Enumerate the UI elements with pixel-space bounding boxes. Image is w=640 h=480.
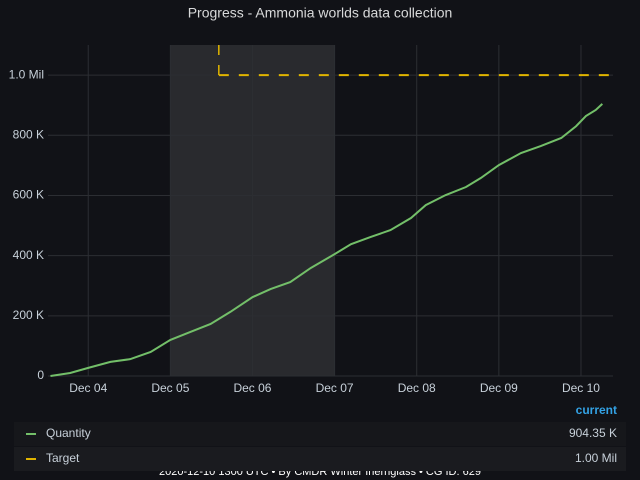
legend-label[interactable]: Target (46, 451, 80, 465)
y-tick-label: 1.0 Mil (9, 67, 44, 81)
y-tick-label: 200 K (13, 308, 44, 322)
y-tick-label: 400 K (13, 248, 44, 262)
x-tick-label: Dec 10 (562, 381, 600, 395)
legend-row (14, 422, 626, 446)
legend-label[interactable]: Quantity (46, 426, 91, 440)
x-tick-label: Dec 06 (233, 381, 271, 395)
x-tick-label: Dec 05 (151, 381, 189, 395)
legend-row (14, 447, 626, 471)
x-tick-label: Dec 08 (398, 381, 436, 395)
legend-header: current (576, 403, 617, 417)
legend-value: 904.35 K (569, 426, 617, 440)
x-tick-label: Dec 07 (316, 381, 354, 395)
x-tick-label: Dec 04 (69, 381, 107, 395)
chart-title: Progress - Ammonia worlds data collectio… (188, 5, 453, 21)
y-tick-label: 800 K (13, 127, 44, 141)
x-tick-label: Dec 09 (480, 381, 518, 395)
y-tick-label: 0 (37, 368, 44, 382)
legend-value: 1.00 Mil (575, 451, 617, 465)
series-line (50, 103, 604, 377)
y-tick-label: 600 K (13, 188, 44, 202)
